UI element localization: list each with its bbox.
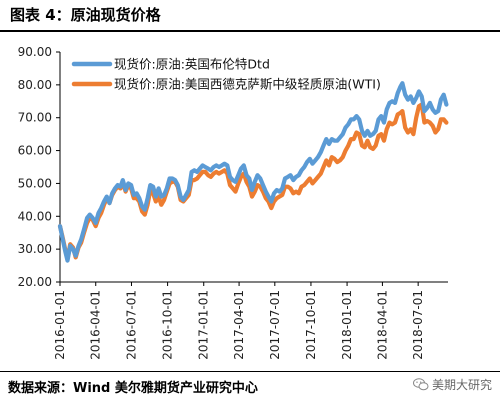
legend-label-brent: 现货价:原油:英国布伦特Dtd bbox=[114, 57, 270, 72]
footer-divider bbox=[0, 371, 500, 372]
x-tick-label: 2017-10-01 bbox=[304, 290, 318, 360]
watermark-text: 美期大研究 bbox=[431, 378, 492, 392]
watermark: 美期大研究 bbox=[412, 376, 492, 393]
x-tick-label: 2016-01-01 bbox=[53, 290, 67, 360]
source-note: 数据来源：Wind 美尔雅期货产业研究中心 bbox=[8, 381, 258, 396]
x-tick-label: 2017-07-01 bbox=[268, 290, 282, 360]
x-tick-label: 2018-07-01 bbox=[411, 290, 425, 360]
x-tick-label: 2018-01-01 bbox=[340, 290, 354, 360]
line-chart: 90.00 80.00 70.00 60.00 50.00 40.00 30.00 20.00… bbox=[18, 45, 449, 360]
x-tick-label: 2017-01-01 bbox=[197, 290, 211, 360]
x-tick-label: 2017-04-01 bbox=[232, 290, 246, 360]
y-tick-label: 70.00 bbox=[18, 111, 52, 125]
y-tick-label: 30.00 bbox=[18, 242, 52, 256]
y-tick-label: 90.00 bbox=[18, 45, 52, 59]
y-tick-label: 20.00 bbox=[18, 275, 52, 289]
x-tick-label: 2018-04-01 bbox=[375, 290, 389, 360]
figure-header: 图表 4：原油现货价格 bbox=[0, 0, 500, 32]
y-tick-label: 50.00 bbox=[18, 176, 52, 190]
y-tick-label: 60.00 bbox=[18, 144, 52, 158]
legend-label-wti: 现货价:原油:美国西德克萨斯中级轻质原油(WTI) bbox=[114, 77, 381, 92]
y-tick-label: 40.00 bbox=[18, 209, 52, 223]
x-tick-label: 2016-07-01 bbox=[124, 290, 138, 360]
x-tick-label: 2016-10-01 bbox=[161, 290, 175, 360]
wechat-icon bbox=[412, 378, 429, 391]
figure-title: 图表 4：原油现货价格 bbox=[10, 6, 161, 24]
x-tick-label: 2016-04-01 bbox=[89, 290, 103, 360]
series-line-brent bbox=[57, 81, 449, 263]
y-tick-label: 80.00 bbox=[18, 78, 52, 92]
